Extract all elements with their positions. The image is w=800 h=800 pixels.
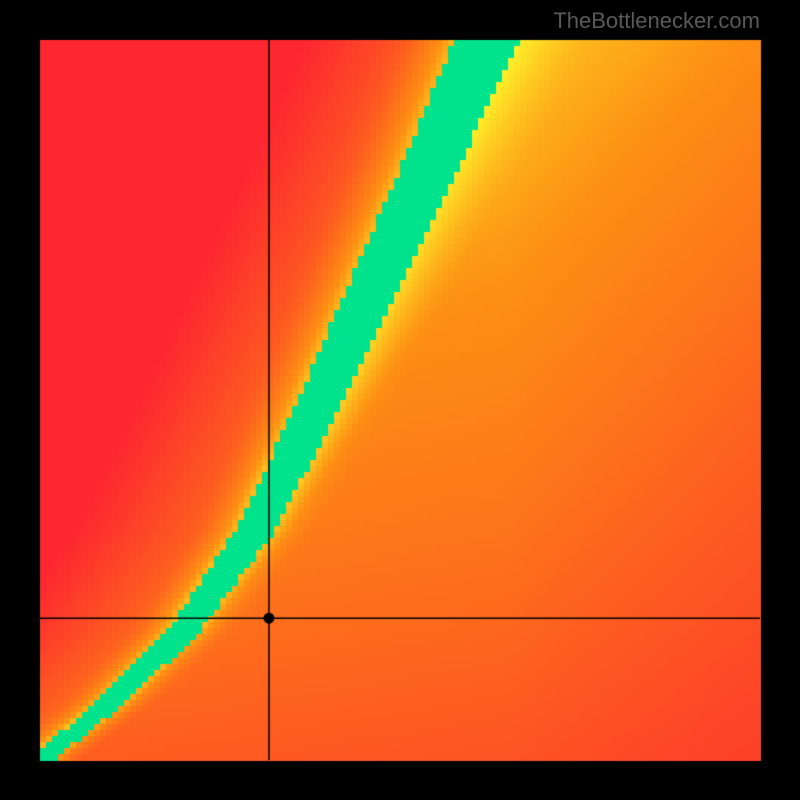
chart-container: TheBottlenecker.com [0,0,800,800]
watermark-text: TheBottlenecker.com [553,8,760,34]
bottleneck-heatmap [0,0,800,800]
